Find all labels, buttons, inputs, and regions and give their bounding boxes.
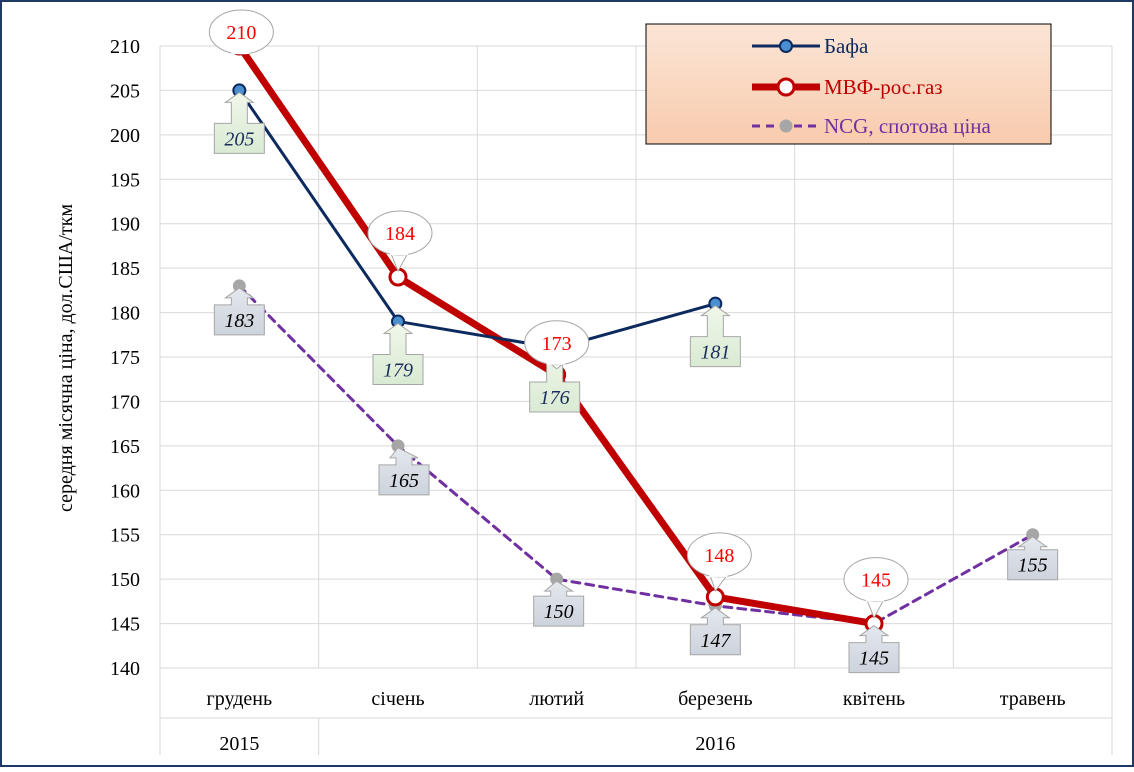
data-label-text: 181 (700, 342, 730, 364)
legend: Бафа МВФ-рос.газ NCG, спотова ціна (645, 23, 1052, 145)
data-label-text: 210 (226, 22, 256, 44)
series-line-ncg (237, 284, 1035, 626)
y-tick-label: 190 (110, 214, 140, 236)
gridlines (159, 45, 1113, 669)
data-label-text: 145 (861, 570, 891, 592)
y-tick-label: 210 (110, 36, 140, 58)
data-label-bafa: 179 (372, 322, 424, 385)
data-label-mvf: 184 (367, 210, 433, 273)
data-label-mvf: 145 (843, 557, 909, 619)
legend-label: Бафа (824, 34, 869, 58)
y-tick-label: 175 (110, 347, 140, 369)
bubble-joint (231, 48, 250, 54)
legend-label: NCG, спотова ціна (824, 114, 992, 138)
legend-label: МВФ-рос.газ (824, 75, 943, 99)
data-label-ncg: 147 (689, 607, 741, 656)
data-label-box (848, 624, 900, 674)
data-label-text: 184 (385, 223, 415, 245)
y-axis-label: середня місячна ціна, дол.США/ткм (55, 204, 77, 512)
bubble-joint (546, 358, 565, 365)
data-label-box (689, 305, 741, 368)
y-tick-label: 160 (110, 480, 140, 502)
data-label-text: 205 (224, 128, 254, 150)
data-label-text: 148 (704, 545, 734, 567)
legend-marker (779, 119, 793, 133)
legend-item: NCG, спотова ціна (752, 114, 992, 138)
data-label-text: 176 (540, 387, 570, 409)
data-label-box (378, 447, 430, 496)
legend-box (645, 23, 1052, 145)
data-label-bafa: 181 (689, 305, 741, 368)
bubble-joint (866, 595, 884, 602)
data-label-text: 165 (389, 470, 419, 492)
data-label-box (213, 287, 265, 336)
x-group-label: 2016 (695, 733, 735, 755)
data-label-box (1007, 536, 1059, 581)
x-tick-label: грудень (207, 688, 273, 710)
data-label-ncg: 145 (848, 624, 900, 674)
data-label-ncg: 155 (1007, 536, 1059, 581)
bubble-joint (709, 570, 728, 577)
y-tick-label: 165 (110, 436, 140, 458)
y-tick-label: 195 (110, 169, 140, 191)
x-tick-label: січень (371, 688, 424, 710)
data-label-box (533, 580, 585, 627)
y-tick-label: 155 (110, 525, 140, 547)
data-label-mvf: 173 (524, 320, 590, 370)
data-label-text: 155 (1018, 555, 1048, 577)
data-label-text: 173 (542, 333, 572, 355)
data-label-mvf: 148 (686, 532, 752, 592)
y-tick-label: 145 (110, 614, 140, 636)
data-label-ncg: 183 (213, 287, 265, 336)
data-label-ncg: 165 (378, 447, 430, 496)
y-tick-label: 170 (110, 391, 140, 413)
data-label-text: 147 (700, 630, 731, 652)
series-line-bafa (237, 88, 717, 350)
x-tick-label: квітень (843, 688, 905, 710)
data-labels: 205 179 176 181 183 165 150 147 145 155 210 184 173 1… (208, 9, 1059, 674)
data-label-text: 179 (383, 359, 413, 381)
legend-marker (779, 39, 793, 53)
data-label-text: 145 (859, 648, 889, 670)
data-label-box (372, 322, 424, 385)
data-label-bafa: 205 (213, 91, 265, 154)
legend-marker (776, 77, 796, 97)
legend-item: МВФ-рос.газ (752, 75, 943, 99)
x-tick-label: лютий (529, 688, 584, 710)
y-tick-label: 185 (110, 258, 140, 280)
y-tick-label: 200 (110, 125, 140, 147)
x-tick-label: травень (1000, 688, 1066, 710)
data-label-box (689, 607, 741, 656)
bubble-joint (390, 249, 408, 256)
x-group-label: 2015 (219, 733, 259, 755)
legend-item: Бафа (752, 34, 869, 58)
data-label-mvf: 210 (208, 9, 274, 55)
data-label-text: 183 (224, 310, 254, 332)
y-tick-label: 205 (110, 80, 140, 102)
x-tick-label: березень (678, 688, 753, 710)
data-label-box (213, 91, 265, 154)
data-label-text: 150 (544, 601, 574, 623)
y-tick-label: 180 (110, 303, 140, 325)
axes: 140 145 150 155 160 165 170 175 180 185 190 195 200 2… (110, 36, 1113, 755)
y-tick-label: 150 (110, 569, 140, 591)
y-tick-label: 140 (110, 658, 140, 680)
data-label-ncg: 150 (533, 580, 585, 627)
